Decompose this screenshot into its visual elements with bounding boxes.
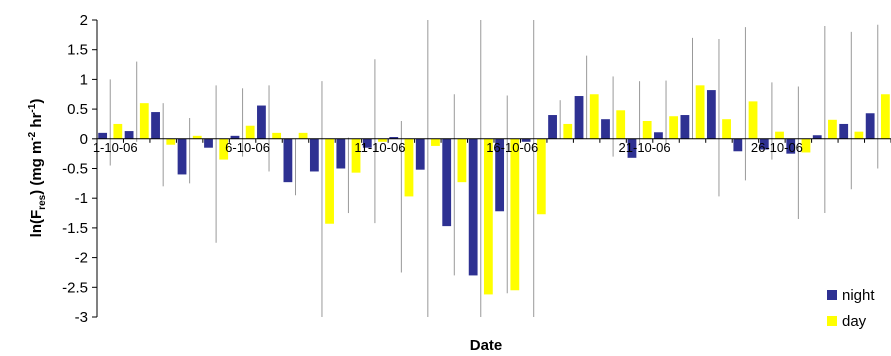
y-tick-label: -1.5: [62, 220, 88, 237]
legend-label-night: night: [842, 287, 875, 304]
y-axis: 2 1.5 1 0.5 0 -0.5 -1 -1.5 -2 -2.5 -3: [62, 12, 98, 326]
bar-day: [722, 119, 731, 139]
bar-night: [786, 138, 796, 154]
bar-night: [495, 138, 505, 212]
bar-day: [325, 138, 334, 224]
y-tick-label: 1.5: [67, 42, 88, 59]
bar-night: [521, 138, 531, 142]
bar-day: [113, 123, 123, 139]
x-axis: 1-10-06 6-10-06 11-10-06 16-10-06 21-10-06 26…: [93, 138, 891, 155]
bar-day: [351, 138, 361, 173]
bar-night: [680, 115, 690, 139]
bar-day: [589, 94, 599, 139]
bar-night: [574, 96, 584, 139]
bar-day: [272, 132, 282, 139]
bar-day: [192, 135, 202, 139]
bar-night: [654, 132, 663, 139]
y-tick-label: 1: [80, 71, 88, 88]
bar-day: [404, 138, 414, 197]
bar-day: [510, 138, 520, 291]
bar-day: [669, 116, 679, 139]
bar-night: [759, 138, 769, 150]
bar-day: [378, 138, 387, 142]
bar-night: [442, 138, 452, 227]
bar-day: [139, 103, 149, 139]
bar-day: [457, 138, 467, 183]
legend: night day: [827, 287, 875, 330]
x-tick-label: 6-10-06: [225, 140, 270, 155]
bar-night: [124, 131, 134, 139]
bar-night: [865, 113, 875, 139]
bar-night: [812, 135, 822, 139]
bar-night: [230, 135, 240, 139]
legend-swatch-night: [827, 290, 837, 300]
bar-night: [336, 138, 346, 169]
bar-night: [415, 138, 425, 170]
bar-day: [880, 94, 890, 139]
bar-day: [854, 131, 864, 139]
bar-night: [548, 115, 557, 139]
bar-night: [362, 138, 372, 148]
bar-day: [298, 132, 308, 139]
x-axis-title: Date: [470, 337, 503, 354]
bar-night: [309, 138, 319, 172]
bar-night: [627, 138, 637, 158]
bar-night: [283, 138, 293, 183]
bar-night: [177, 138, 187, 175]
x-tick-label: 21-10-06: [619, 140, 671, 155]
bar-day: [219, 138, 229, 160]
bar-night: [733, 138, 743, 152]
bar-day: [775, 131, 784, 139]
bar-day: [828, 119, 837, 139]
bar-night: [468, 138, 478, 276]
y-tick-label: 0.5: [67, 101, 88, 118]
bar-night: [706, 90, 716, 139]
plot-area: [98, 20, 890, 317]
y-tick-label: -3: [75, 309, 88, 326]
bar-day: [483, 138, 493, 295]
y-tick-label: -2: [75, 250, 88, 267]
bar-day: [695, 85, 705, 139]
bar-night: [204, 138, 213, 148]
bar-day: [616, 110, 626, 139]
bar-night: [601, 119, 610, 139]
y-tick-label: -0.5: [62, 161, 88, 178]
y-tick-label: 0: [80, 131, 88, 148]
bar-day: [563, 123, 573, 139]
y-tick-label: -1: [75, 190, 88, 207]
bar-night: [151, 112, 160, 139]
x-tick-label: 26-10-06: [751, 140, 803, 155]
x-tick-label: 11-10-06: [354, 140, 405, 155]
x-tick-label: 16-10-06: [486, 140, 538, 155]
y-tick-label: 2: [80, 12, 88, 29]
bar-day: [748, 101, 758, 139]
bar-day: [431, 138, 440, 146]
bar-night: [257, 105, 266, 139]
bar-day: [245, 125, 255, 139]
y-tick-label: -2.5: [62, 279, 88, 296]
bar-night: [98, 132, 108, 139]
bar-day: [536, 138, 546, 215]
bar-day: [642, 120, 652, 139]
bar-night: [389, 137, 399, 139]
bar-day: [166, 138, 176, 145]
legend-swatch-day: [827, 316, 837, 326]
legend-label-day: day: [842, 313, 867, 330]
x-tick-label: 1-10-06: [93, 140, 138, 155]
bar-day: [801, 138, 811, 153]
y-axis-title: ln(Fres) (mg m-2 hr-1): [27, 99, 48, 238]
bar-night: [839, 123, 849, 139]
